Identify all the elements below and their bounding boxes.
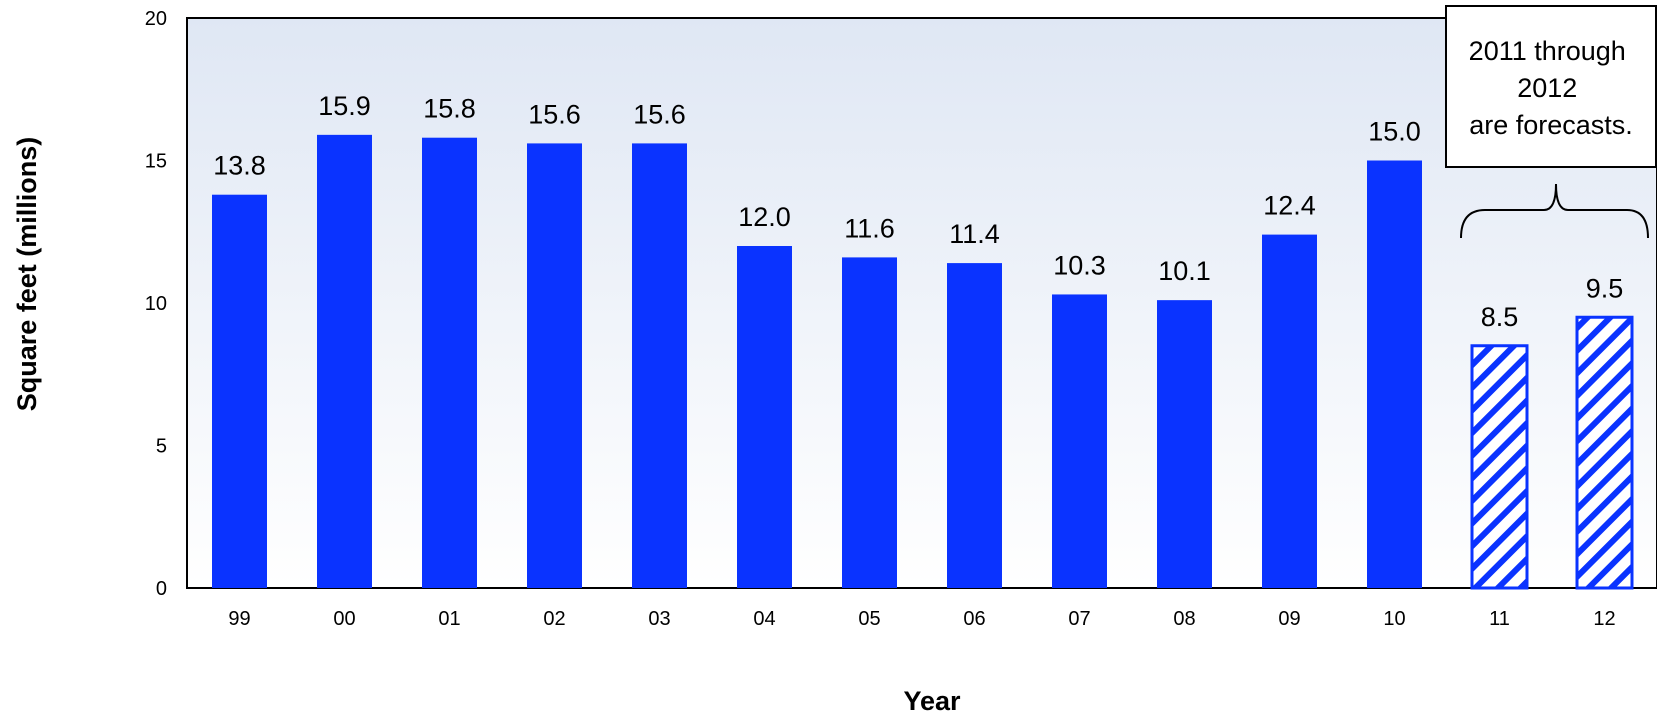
- x-tick-label: 08: [1173, 608, 1195, 630]
- x-axis-title: Year: [903, 686, 961, 714]
- x-tick-label: 01: [438, 608, 460, 630]
- bar: [1367, 160, 1422, 588]
- y-tick-label: 15: [145, 151, 167, 173]
- data-label: 12.0: [738, 202, 791, 232]
- data-label: 8.5: [1481, 302, 1519, 332]
- data-label: 10.3: [1053, 250, 1106, 280]
- data-label: 10.1: [1158, 256, 1211, 286]
- bar: [1262, 234, 1317, 588]
- y-tick-label: 20: [145, 8, 167, 30]
- x-tick-label: 02: [543, 608, 565, 630]
- x-tick-label: 05: [858, 608, 880, 630]
- x-tick-label: 04: [753, 608, 775, 630]
- bar: [632, 143, 687, 588]
- data-label: 11.6: [844, 213, 895, 243]
- forecast-bar: [1470, 344, 1529, 590]
- data-label: 15.0: [1368, 117, 1421, 147]
- x-tick-label: 00: [333, 608, 355, 630]
- x-tick-label: 09: [1278, 608, 1300, 630]
- x-tick-label: 11: [1489, 608, 1510, 630]
- x-tick-label: 10: [1383, 608, 1405, 630]
- bar: [212, 194, 267, 588]
- y-axis-title: Square feet (millions): [12, 137, 42, 412]
- x-tick-label: 07: [1068, 608, 1090, 630]
- x-tick-label: 12: [1593, 608, 1615, 630]
- data-label: 15.6: [633, 99, 686, 129]
- bars: [212, 134, 1634, 590]
- y-axis-ticks: 0 5 10 15 20: [145, 8, 167, 600]
- data-label: 15.6: [528, 99, 581, 129]
- x-axis-ticks: 99 00 01 02 03 04 05 06 07 08 09 10 11 12: [228, 608, 1615, 630]
- forecast-bar: [1575, 315, 1634, 590]
- data-label: 15.8: [423, 94, 476, 124]
- plot-area: [186, 17, 1657, 589]
- data-label: 15.9: [318, 91, 371, 121]
- x-tick-label: 99: [228, 608, 250, 630]
- forecast-callout-box: [1445, 5, 1657, 168]
- data-labels: 13.8 15.9 15.8 15.6 15.6 12.0 11.6 11.4 10.3 10.1…: [213, 91, 1623, 332]
- data-label: 12.4: [1263, 191, 1316, 221]
- data-label: 11.4: [949, 219, 1000, 249]
- callout-line-3: are forecasts.: [1469, 110, 1633, 140]
- forecast-callout-text: 2011 through 2012 are forecasts.: [1469, 36, 1634, 140]
- bar: [1157, 300, 1212, 588]
- data-label: 9.5: [1586, 273, 1624, 303]
- callout-line-1: 2011 through: [1469, 36, 1626, 66]
- bar: [842, 257, 897, 588]
- y-tick-label: 0: [156, 578, 167, 600]
- bar: [527, 143, 582, 588]
- bar: [317, 134, 372, 588]
- bar: [1052, 294, 1107, 588]
- bar: [947, 263, 1002, 588]
- data-label: 13.8: [213, 151, 266, 181]
- y-tick-label: 10: [145, 293, 167, 315]
- bar: [737, 246, 792, 588]
- callout-line-2: 2012: [1517, 73, 1577, 103]
- y-tick-label: 5: [156, 436, 167, 458]
- x-tick-label: 06: [963, 608, 985, 630]
- bar: [422, 137, 477, 588]
- x-tick-label: 03: [648, 608, 670, 630]
- forecast-brace: [1460, 183, 1649, 239]
